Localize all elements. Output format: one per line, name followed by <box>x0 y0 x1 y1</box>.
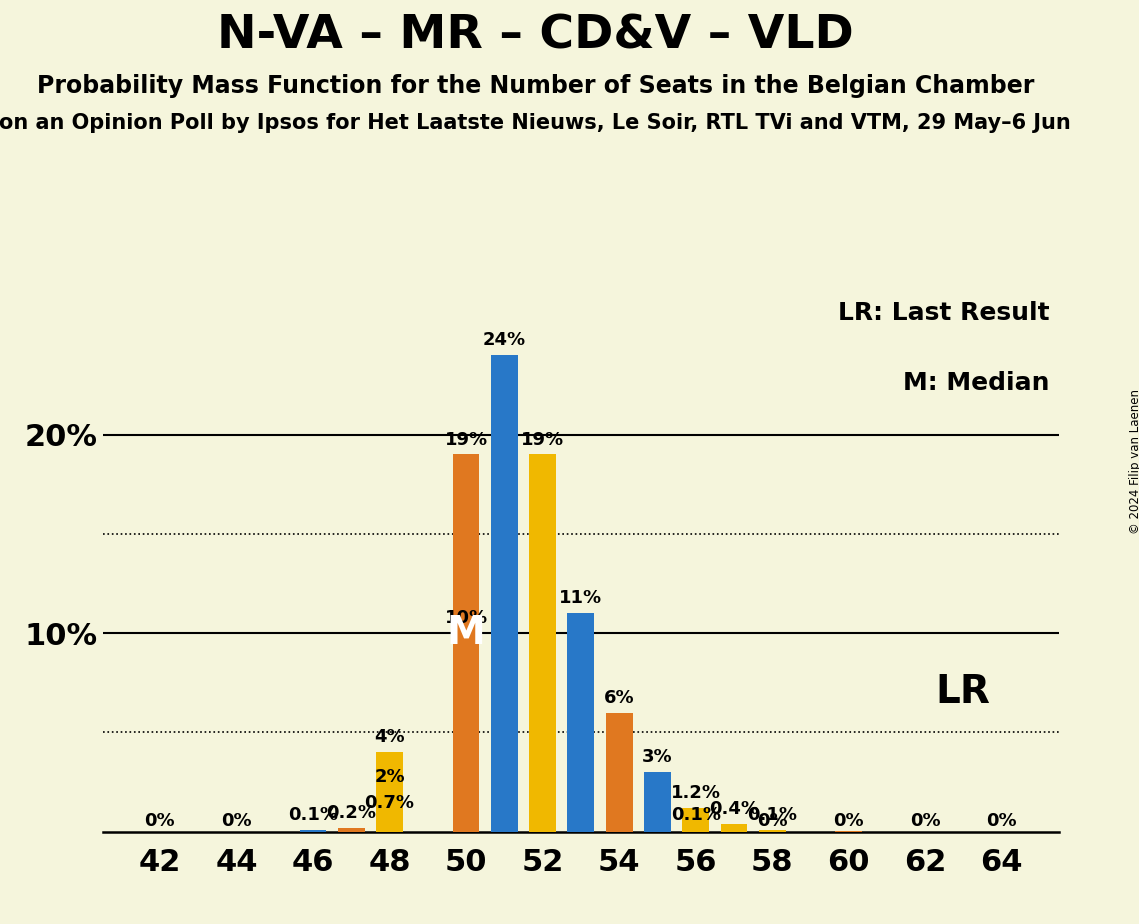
Text: on an Opinion Poll by Ipsos for Het Laatste Nieuws, Le Soir, RTL TVi and VTM, 29: on an Opinion Poll by Ipsos for Het Laat… <box>0 113 1071 133</box>
Text: 0%: 0% <box>145 811 175 830</box>
Text: 4%: 4% <box>375 728 404 747</box>
Text: 10%: 10% <box>444 609 487 627</box>
Bar <box>452 633 480 832</box>
Text: 0.1%: 0.1% <box>747 806 797 823</box>
Bar <box>682 808 710 832</box>
Bar <box>644 772 671 832</box>
Bar <box>721 823 747 832</box>
Text: M: Median: M: Median <box>903 371 1050 395</box>
Bar <box>835 831 862 832</box>
Bar <box>300 830 327 832</box>
Bar <box>567 614 595 832</box>
Text: LR: Last Result: LR: Last Result <box>838 301 1050 325</box>
Bar <box>682 830 710 832</box>
Text: 0.7%: 0.7% <box>364 794 415 812</box>
Bar <box>376 818 403 832</box>
Text: M: M <box>446 614 485 652</box>
Text: 0.2%: 0.2% <box>326 804 376 821</box>
Text: Probability Mass Function for the Number of Seats in the Belgian Chamber: Probability Mass Function for the Number… <box>36 74 1034 98</box>
Text: 19%: 19% <box>444 431 487 448</box>
Bar <box>452 455 480 832</box>
Bar <box>530 455 556 832</box>
Text: N-VA – MR – CD&V – VLD: N-VA – MR – CD&V – VLD <box>216 14 854 59</box>
Text: © 2024 Filip van Laenen: © 2024 Filip van Laenen <box>1129 390 1139 534</box>
Text: 0%: 0% <box>986 811 1017 830</box>
Bar <box>376 792 403 832</box>
Text: 0.4%: 0.4% <box>708 799 759 818</box>
Bar <box>338 828 364 832</box>
Bar <box>606 712 632 832</box>
Text: 6%: 6% <box>604 688 634 707</box>
Text: 0%: 0% <box>834 811 865 830</box>
Text: 0%: 0% <box>221 811 252 830</box>
Bar <box>491 355 518 832</box>
Bar <box>759 830 786 832</box>
Text: 2%: 2% <box>375 768 404 786</box>
Text: 0%: 0% <box>757 811 787 830</box>
Bar <box>376 752 403 832</box>
Text: 0.1%: 0.1% <box>288 806 338 823</box>
Text: 24%: 24% <box>483 332 526 349</box>
Text: 0.1%: 0.1% <box>671 806 721 823</box>
Text: 3%: 3% <box>642 748 673 766</box>
Text: 19%: 19% <box>521 431 564 448</box>
Text: 1.2%: 1.2% <box>671 784 721 802</box>
Text: 0%: 0% <box>910 811 941 830</box>
Text: LR: LR <box>935 673 990 711</box>
Text: 11%: 11% <box>559 590 603 607</box>
